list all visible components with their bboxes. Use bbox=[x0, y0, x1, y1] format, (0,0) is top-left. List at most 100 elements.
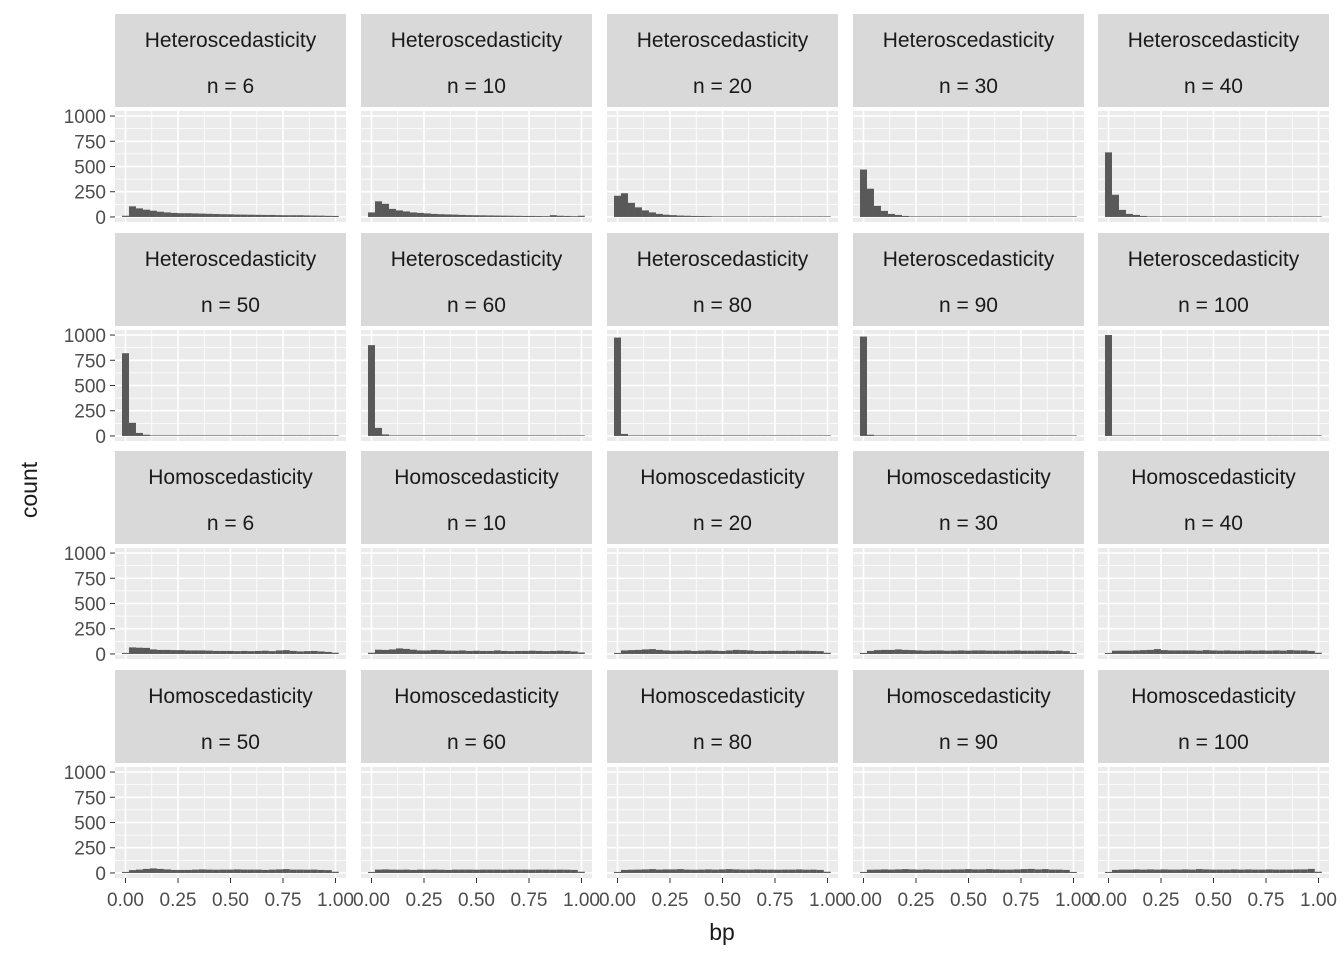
histogram-bar bbox=[430, 869, 438, 873]
histogram-bar bbox=[676, 650, 684, 654]
histogram-bar bbox=[627, 869, 635, 873]
histogram-bar bbox=[472, 215, 480, 217]
histogram-bar bbox=[535, 216, 543, 217]
histogram-bar bbox=[303, 435, 311, 436]
histogram-bar bbox=[1181, 650, 1189, 654]
histogram-bar bbox=[549, 650, 557, 654]
histogram-bar bbox=[774, 650, 782, 654]
facet-group-label: Homoscedasticity bbox=[1131, 685, 1296, 708]
histogram-bar bbox=[1048, 650, 1056, 654]
histogram-bar bbox=[760, 216, 768, 217]
histogram-bar bbox=[1314, 652, 1322, 654]
histogram-bar bbox=[985, 216, 993, 217]
histogram-bar bbox=[388, 649, 396, 654]
histogram-bar bbox=[233, 214, 241, 217]
histogram-bar bbox=[430, 213, 438, 217]
histogram-bar bbox=[135, 869, 143, 873]
histogram-bar bbox=[303, 869, 311, 873]
histogram-bar bbox=[451, 869, 459, 873]
histogram-bar bbox=[1104, 335, 1112, 436]
histogram-bar bbox=[1244, 650, 1252, 654]
histogram-bar bbox=[1027, 216, 1035, 217]
histogram-bar bbox=[1265, 650, 1273, 654]
histogram-bar bbox=[1216, 650, 1224, 654]
y-tick-label: 750 bbox=[74, 351, 106, 372]
histogram-bar bbox=[1125, 869, 1133, 873]
histogram-bar bbox=[634, 869, 642, 873]
histogram-bar bbox=[1111, 194, 1119, 217]
histogram-bar bbox=[662, 650, 670, 654]
histogram-bar bbox=[1062, 651, 1070, 654]
histogram-bar bbox=[704, 869, 712, 873]
histogram-bar bbox=[149, 868, 157, 873]
histogram-bar bbox=[395, 648, 403, 654]
facet-strip bbox=[853, 14, 1084, 107]
histogram-bar bbox=[866, 434, 874, 436]
histogram-bar bbox=[690, 869, 698, 873]
histogram-bar bbox=[936, 869, 944, 873]
histogram-bar bbox=[198, 650, 206, 654]
histogram-bar bbox=[739, 435, 747, 436]
facet-panel: Heteroscedasticity n = 10 bbox=[361, 14, 592, 222]
histogram-bar bbox=[149, 210, 157, 217]
histogram-bar bbox=[957, 216, 965, 217]
facet-group-label: Homoscedasticity bbox=[1131, 466, 1296, 489]
histogram-bar bbox=[1111, 435, 1119, 436]
histogram-bar bbox=[388, 208, 396, 217]
histogram-bar bbox=[479, 650, 487, 654]
histogram-bar bbox=[500, 215, 508, 217]
histogram-bar bbox=[268, 435, 276, 436]
histogram-bar bbox=[1034, 650, 1042, 654]
histogram-bar bbox=[753, 216, 761, 217]
histogram-bar bbox=[402, 435, 410, 436]
facet-panel: Heteroscedasticity n = 20 bbox=[607, 14, 838, 222]
histogram-bar bbox=[416, 650, 424, 654]
histogram-bar bbox=[704, 435, 712, 436]
histogram-bar bbox=[184, 435, 192, 436]
histogram-bar bbox=[767, 650, 775, 654]
histogram-bar bbox=[374, 869, 382, 873]
histogram-bar bbox=[296, 215, 304, 217]
histogram-bar bbox=[894, 435, 902, 436]
histogram-bar bbox=[247, 214, 255, 217]
histogram-bar bbox=[964, 650, 972, 654]
facet-group-label: Heteroscedasticity bbox=[1128, 248, 1300, 271]
histogram-bar bbox=[240, 214, 248, 217]
histogram-bar bbox=[367, 345, 375, 436]
histogram-bar bbox=[226, 869, 234, 873]
histogram-bar bbox=[704, 650, 712, 654]
histogram-bar bbox=[240, 650, 248, 654]
histogram-bar bbox=[121, 652, 129, 654]
x-tick-label: 0.75 bbox=[511, 890, 548, 911]
histogram-bar bbox=[409, 212, 417, 217]
histogram-bar bbox=[662, 869, 670, 873]
histogram-bar bbox=[774, 869, 782, 873]
facet-strip bbox=[115, 233, 346, 326]
histogram-bar bbox=[1265, 869, 1273, 873]
histogram-bar bbox=[402, 869, 410, 873]
y-tick-label: 250 bbox=[74, 620, 106, 641]
histogram-bar bbox=[317, 435, 325, 436]
histogram-bar bbox=[416, 869, 424, 873]
histogram-bar bbox=[950, 216, 958, 217]
histogram-bar bbox=[1293, 650, 1301, 654]
histogram-bar bbox=[1286, 869, 1294, 873]
histogram-bar bbox=[788, 435, 796, 436]
histogram-bar bbox=[613, 871, 621, 873]
histogram-bar bbox=[1293, 435, 1301, 436]
histogram-bar bbox=[936, 435, 944, 436]
histogram-bar bbox=[683, 650, 691, 654]
histogram-bar bbox=[423, 213, 431, 217]
histogram-bar bbox=[205, 213, 213, 217]
histogram-bar bbox=[521, 215, 529, 217]
histogram-bar bbox=[163, 212, 171, 217]
histogram-bar bbox=[507, 215, 515, 217]
histogram-bar bbox=[915, 216, 923, 217]
histogram-bar bbox=[1034, 869, 1042, 873]
histogram-bar bbox=[226, 214, 234, 217]
histogram-bar bbox=[1125, 213, 1133, 217]
histogram-bar bbox=[437, 214, 445, 217]
histogram-bar bbox=[1013, 650, 1021, 654]
histogram-bar bbox=[802, 216, 810, 217]
histogram-bar bbox=[683, 435, 691, 436]
